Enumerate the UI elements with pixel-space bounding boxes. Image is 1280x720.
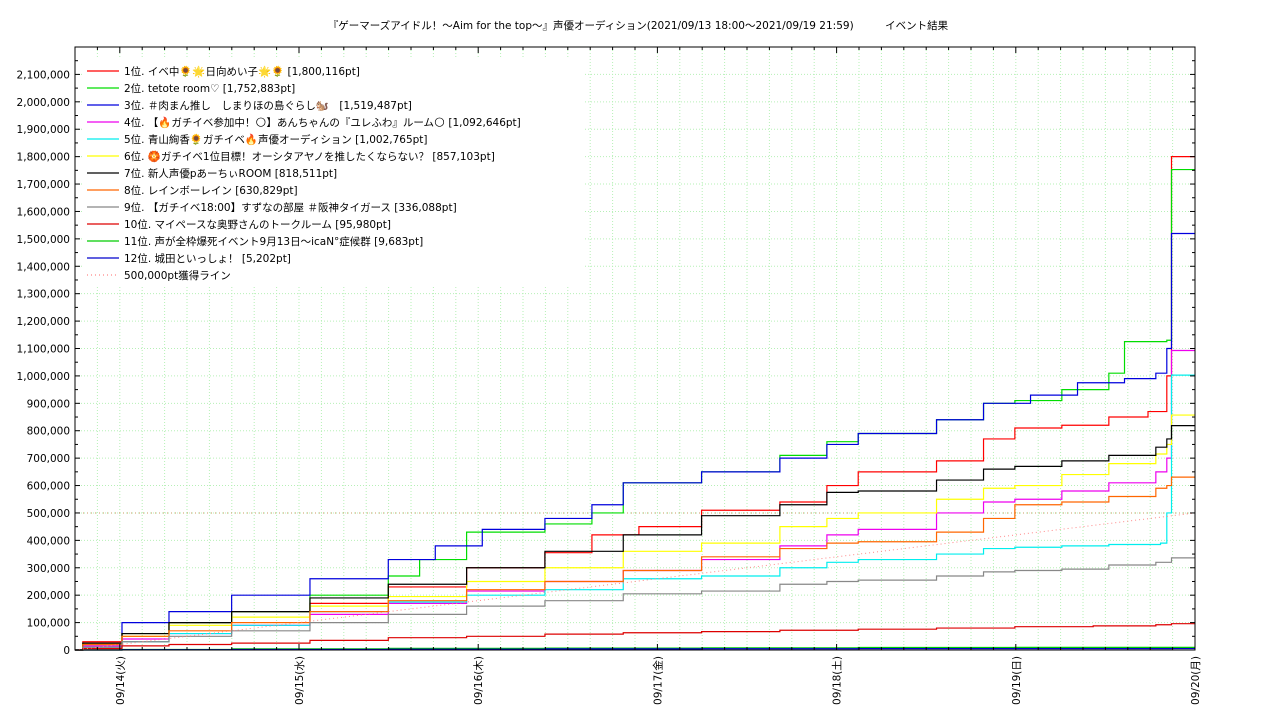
chart-title: 『ゲーマーズアイドル！〜Aim for the top～』声優オーディション(2… <box>328 19 949 32</box>
y-tick-label: 0 <box>63 645 70 657</box>
x-tick-label: 09/15(水) <box>294 656 306 705</box>
y-tick-label: 100,000 <box>27 618 70 630</box>
x-tick-label: 09/17(金) <box>651 656 664 705</box>
legend: 1位. イベ中🌻🌟日向めい子🌟🌻 [1,800,116pt] 2位. tetote… <box>83 59 583 287</box>
y-tick-label: 600,000 <box>27 481 70 493</box>
axes: 0 100,000 200,000 300,000 400,000 500,000 600,… <box>17 46 1202 705</box>
y-tick-label: 1,800,000 <box>17 152 70 164</box>
legend-entry: 5位. 青山絢香🌻ガチイベ🔥声優オーディション [1,002,765pt] <box>124 133 428 146</box>
series-line <box>75 425 1195 651</box>
y-tick-label: 1,000,000 <box>17 371 70 383</box>
x-tick-label: 09/14(火) <box>115 656 127 705</box>
series-line <box>75 232 1195 651</box>
x-tick-label: 09/16(木) <box>473 656 485 705</box>
legend-box <box>83 59 583 287</box>
legend-entry: 9位. 【ガチイベ18:00】すずなの部屋 ＃阪神タイガース [336,088p… <box>124 201 457 214</box>
legend-entry: 500,000pt獲得ライン <box>124 269 231 282</box>
legend-entry: 4位. 【🔥ガチイベ参加中！🌕】あんちゃんの『ユレふわ』ルーム🌕 [1,092,… <box>124 116 521 129</box>
x-tick-label: 09/20(月) <box>1190 656 1202 705</box>
x-tick-label: 09/19(日) <box>1011 656 1023 705</box>
legend-entry: 8位. レインボーレイン [630,829pt] <box>124 184 298 197</box>
y-tick-label: 900,000 <box>27 398 70 410</box>
legend-entry: 7位. 新人声優pあーちぃROOM [818,511pt] <box>124 167 337 180</box>
y-tick-label: 800,000 <box>27 426 70 438</box>
series-line <box>75 623 1195 651</box>
legend-entry: 12位. 城田といっしょ！ [5,202pt] <box>124 252 291 265</box>
y-tick-label: 1,500,000 <box>17 234 70 246</box>
y-tick-label: 1,400,000 <box>17 261 70 273</box>
y-tick-label: 2,000,000 <box>17 97 70 109</box>
series-lines <box>74 156 1196 651</box>
legend-entry: 11位. 声が全枠爆死イベント9月13日〜icaN°症候群 [9,683pt] <box>124 235 423 248</box>
y-tick-label: 1,700,000 <box>17 179 70 191</box>
series-line <box>75 557 1195 651</box>
x-tick-label: 09/18(土) <box>831 656 844 705</box>
legend-entry: 1位. イベ中🌻🌟日向めい子🌟🌻 [1,800,116pt] <box>124 65 360 78</box>
plot-frame <box>74 46 1196 651</box>
y-tick-label: 500,000 <box>27 508 70 520</box>
y-tick-label: 200,000 <box>27 590 70 602</box>
legend-entry: 3位. ＃肉まん推し しまりほの島ぐらし🐿️ [1,519,487pt] <box>124 99 412 112</box>
y-tick-label: 1,100,000 <box>17 344 70 356</box>
legend-entry: 10位. マイペースな奥野さんのトークルーム [95,980pt] <box>124 218 391 231</box>
y-tick-label: 400,000 <box>27 535 70 547</box>
legend-entry: 6位. 🏵️ガチイベ1位目標！オーシタアヤノを推したくならない？ [857,10… <box>124 150 495 163</box>
series-line <box>75 476 1195 651</box>
y-tick-label: 1,300,000 <box>17 289 70 301</box>
legend-entry: 2位. tetote room♡ [1,752,883pt] <box>124 82 295 95</box>
y-tick-label: 300,000 <box>27 563 70 575</box>
series-line <box>74 512 1196 651</box>
y-tick-label: 700,000 <box>27 453 70 465</box>
y-tick-label: 1,900,000 <box>17 124 70 136</box>
y-tick-label: 1,200,000 <box>17 316 70 328</box>
y-tick-label: 1,600,000 <box>17 206 70 218</box>
y-tick-label: 2,100,000 <box>17 69 70 81</box>
